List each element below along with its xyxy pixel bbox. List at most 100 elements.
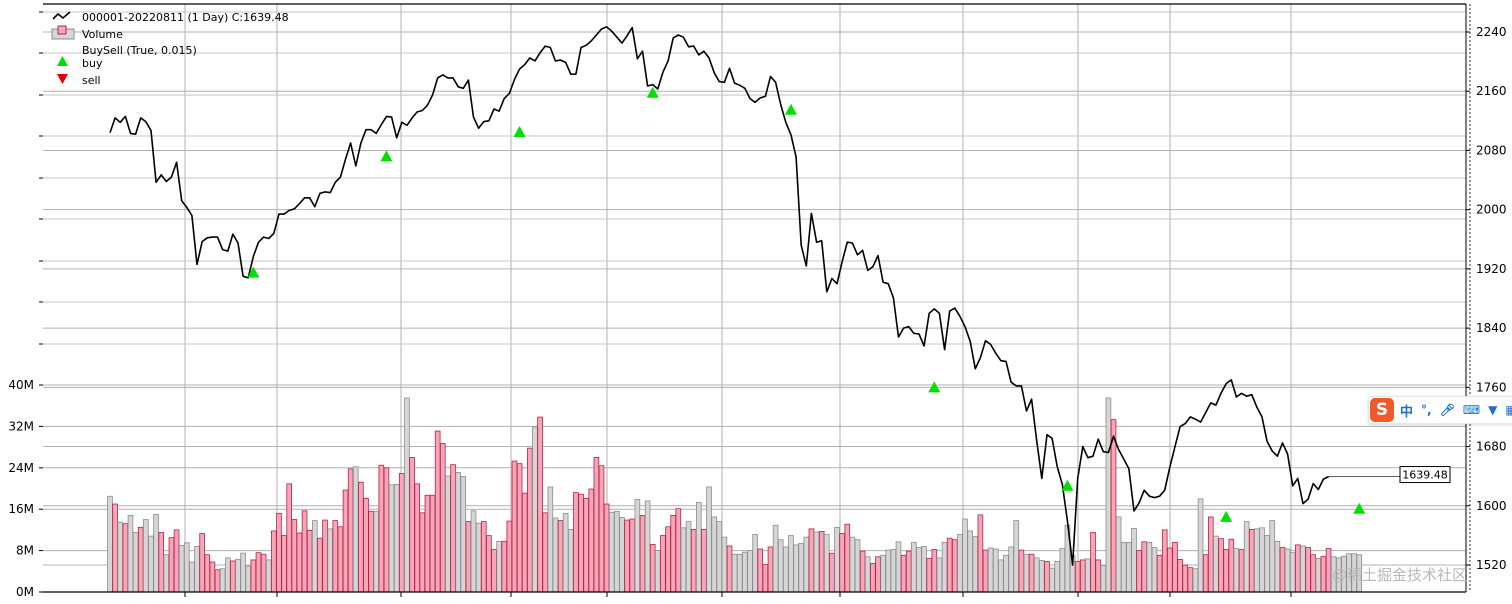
price-axis-ticks: 1520 1600 1680 1760 1840 1920 2000 2080 2160 2240 — [1466, 25, 1507, 572]
volume-bar — [168, 537, 175, 593]
volume-bar — [696, 502, 702, 593]
volume-bar — [701, 528, 707, 593]
volume-bar — [265, 559, 272, 593]
volume-bar — [332, 520, 339, 593]
volume-bar — [614, 510, 620, 593]
volume-bar — [450, 464, 456, 593]
volume-bar — [731, 553, 738, 593]
volume-bar — [660, 535, 666, 593]
volume-bar — [608, 511, 615, 593]
volume-bar — [998, 559, 1004, 593]
volume-bar — [240, 552, 246, 593]
volume-bar — [1264, 535, 1270, 593]
volume-bar — [568, 528, 574, 593]
volume-bar — [1074, 561, 1081, 593]
volume-bar — [1223, 549, 1229, 593]
buy-marker — [380, 150, 393, 162]
volume-bar — [900, 554, 907, 593]
legend: 000001-20220811 (1 Day) C:1639.48 Volume B… — [51, 11, 289, 87]
volume-bar — [337, 526, 344, 593]
volume-bar — [936, 557, 943, 593]
current-value-tag: 1639.48 — [1328, 466, 1451, 484]
volume-bar — [639, 515, 646, 593]
volume-bar — [419, 512, 426, 593]
price-tick-label: 1760 — [1476, 380, 1507, 394]
axes-frame — [39, 3, 1471, 597]
ime-logo[interactable]: S — [1370, 398, 1394, 422]
volume-bar — [742, 551, 748, 593]
volume-bar — [593, 457, 600, 593]
volume-bar — [1146, 541, 1153, 593]
volume-bar — [475, 522, 482, 593]
volume-bar — [808, 528, 815, 593]
volume-bar — [537, 416, 543, 593]
volume-bar — [1202, 554, 1209, 593]
volume-bar — [798, 542, 804, 593]
volume-bar — [665, 526, 671, 593]
legend-label: 000001-20220811 (1 Day) C:1639.48 — [82, 11, 289, 24]
volume-bar — [306, 530, 313, 593]
watermark: @稀土掘金技术社区 — [1332, 566, 1468, 584]
buy-marker — [1061, 479, 1074, 491]
volume-bar — [506, 520, 513, 593]
volume-bar — [143, 519, 149, 593]
volume-bar — [439, 443, 446, 593]
volume-bar — [619, 517, 625, 593]
volume-bar — [675, 508, 682, 593]
volume-bar — [716, 521, 723, 593]
buy-marker — [1353, 502, 1366, 514]
volume-bar — [368, 510, 374, 593]
volume-bar — [1167, 547, 1173, 593]
volume-bar — [434, 430, 441, 593]
volume-bar — [649, 543, 656, 593]
volume-bar — [875, 556, 881, 593]
price-tick-label: 1840 — [1476, 321, 1507, 335]
volume-bar — [414, 483, 420, 593]
volume-bar — [1003, 554, 1009, 593]
value-tag-box — [1399, 466, 1451, 484]
volume-bar — [987, 547, 994, 593]
ime-mode-toggle[interactable]: 中 — [1400, 404, 1414, 420]
buy-marker — [247, 266, 260, 278]
volume-bar — [214, 569, 221, 593]
volume-bar — [527, 447, 533, 593]
volume-bar — [122, 523, 129, 593]
price-tick-label: 2080 — [1476, 143, 1507, 157]
value-tag-label: 1639.48 — [1402, 469, 1448, 482]
volume-bar — [1131, 527, 1137, 593]
volume-bar — [941, 541, 948, 593]
volume-bar — [516, 463, 523, 593]
volume-bar — [501, 540, 508, 593]
volume-bar — [178, 545, 185, 593]
volume-bar — [230, 560, 236, 593]
ime-toolbar[interactable]: S 中 °, 🎤︎ ⌨ ▼ ▦ — [1368, 396, 1512, 424]
volume-bar — [1126, 541, 1132, 593]
volume-bar — [921, 546, 927, 593]
legend-buy-icon — [57, 56, 68, 66]
volume-bar — [199, 533, 205, 593]
keyboard-icon[interactable]: ⌨ — [1462, 403, 1481, 417]
volume-bar — [455, 472, 461, 593]
shirt-icon[interactable]: ▼ — [1488, 403, 1498, 417]
volume-bar — [491, 549, 497, 593]
volume-bar — [378, 464, 385, 593]
volume-bar — [245, 565, 252, 593]
volume-bar — [465, 521, 472, 593]
volume-bar — [854, 539, 861, 593]
volume-bar — [952, 539, 958, 593]
volume-bar — [655, 550, 661, 593]
volume-bar — [1218, 538, 1224, 593]
mic-icon[interactable]: 🎤︎ — [1439, 403, 1455, 417]
volume-bar — [552, 517, 559, 593]
volume-bar — [286, 483, 292, 593]
grid-icon[interactable]: ▦ — [1505, 403, 1512, 417]
price-tick-label: 1680 — [1476, 440, 1507, 454]
volume-bar — [1120, 541, 1127, 593]
volume-bar — [1228, 538, 1235, 593]
volume-bar — [399, 473, 405, 593]
volume-bar — [839, 533, 845, 593]
price-tick-label: 2160 — [1476, 84, 1507, 98]
punct-icon[interactable]: °, — [1421, 403, 1432, 417]
buy-marker — [1220, 510, 1233, 522]
volume-bar — [173, 529, 180, 593]
